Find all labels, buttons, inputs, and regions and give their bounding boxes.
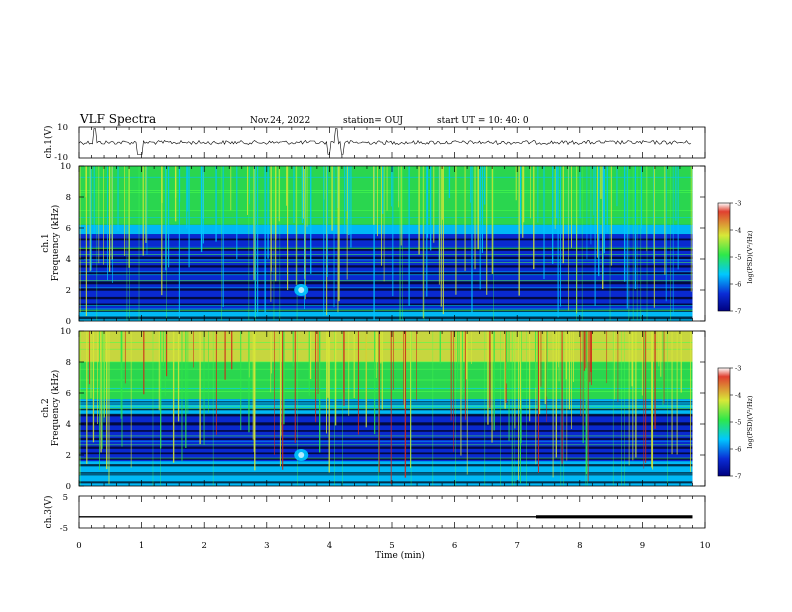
frequency-tick-label: 10 [60,327,71,337]
time-tick-label: 2 [201,541,206,551]
colorbar-gradient [717,202,731,312]
frequency-tick-label: 6 [66,224,71,234]
frequency-tick-label: 4 [66,255,71,265]
colorbar-tick-label: -5 [735,254,741,262]
ch1-spectrogram-panel: 0 2 4 6 8 10 ch.1 Frequency (kHz) [41,162,706,327]
colorbar-tick-label: -6 [735,446,741,454]
header-start-time: start UT = 10: 40: 0 [437,116,529,126]
time-tick-label: 5 [389,541,394,551]
time-tick-label: 0 [76,541,81,551]
spectrogram-band [79,362,693,400]
ch1-waveform-panel: 10 -10 ch.1(V) [43,123,706,163]
ch3-level-panel: 5 -5 ch.3(V) [43,493,706,534]
colorbar-tick-label: -4 [735,227,741,235]
colorbar-tick-label: -3 [735,200,741,208]
time-tick-label: 9 [640,541,645,551]
frequency-tick-label: 0 [66,482,71,492]
spectrogram-band [79,414,693,424]
frequency-tick-label: 10 [60,162,71,172]
frequency-tick-label: 8 [66,358,71,368]
header-station: station= OUJ [343,116,403,126]
ch2-spectrogram-image [79,331,693,486]
frequency-tick-label: 2 [66,451,71,461]
ch1-spectrogram-ylabel-line2: Frequency (kHz) [50,205,61,282]
colorbar-tick-label: -4 [735,392,741,400]
ch1-waveform-line [78,128,692,155]
ch3-ytick-bottom: -5 [60,524,68,534]
time-tick-label: 8 [577,541,582,551]
spectrogram-band [79,331,693,362]
ch2-spectrogram-panel: 0 2 4 6 8 10 ch.2 Frequency (kHz) [41,327,706,492]
colorbar-gradient [717,367,731,477]
time-tick-label: 4 [327,541,332,551]
colorbar-label: log(PSD)(V²/Hz) [746,395,754,448]
ch2-spectrogram-ylabel-line1: ch.2 [41,398,51,417]
frequency-tick-label: 8 [66,193,71,203]
ch3-level-ylabel: ch.3(V) [43,496,54,529]
time-tick-label: 10 [700,541,711,551]
ch1-ytick-top: 10 [57,123,68,133]
time-tick-label: 7 [514,541,519,551]
header-date: Nov.24, 2022 [250,116,310,126]
colorbar-tick-label: -7 [735,308,741,316]
frequency-tick-label: 4 [66,420,71,430]
time-tick-label: 3 [264,541,269,551]
colorbar-tick-label: -3 [735,365,741,373]
colorbar-tick-label: -7 [735,473,741,481]
frequency-tick-label: 6 [66,389,71,399]
ch1-spectrogram-ylabel-line1: ch.1 [41,233,51,252]
spectrogram-band [79,424,693,446]
ch1-colorbar: -3 -4 -5 -6 -7 log(PSD)(V²/Hz) [717,200,754,316]
ch1-ytick-bottom: -10 [54,153,68,163]
time-tick-label: 1 [139,541,144,551]
spectrogram-band [79,224,693,235]
time-axis-label: Time (min) [375,550,425,561]
ch3-ytick-top: 5 [63,493,68,503]
ch1-waveform-ylabel: ch.1(V) [43,126,54,159]
figure-title: VLF Spectra [79,112,156,126]
time-tick-marks [78,127,706,528]
spectrogram-band [79,166,693,225]
colorbar-tick-label: -6 [735,281,741,289]
frequency-tick-label: 0 [66,317,71,327]
ch1-spectrogram-image [79,166,693,321]
frequency-tick-label: 2 [66,286,71,296]
time-tick-label: 6 [452,541,457,551]
colorbar-tick-label: -5 [735,419,741,427]
ch2-spectrogram-ylabel-line2: Frequency (kHz) [50,370,61,447]
colorbar-label: log(PSD)(V²/Hz) [746,230,754,283]
ch2-colorbar: -3 -4 -5 -6 -7 log(PSD)(V²/Hz) [717,365,754,481]
spectrogram-band [79,234,693,250]
time-axis-tick-labels: 0 1 2 3 4 5 6 7 8 9 10 [76,541,710,551]
